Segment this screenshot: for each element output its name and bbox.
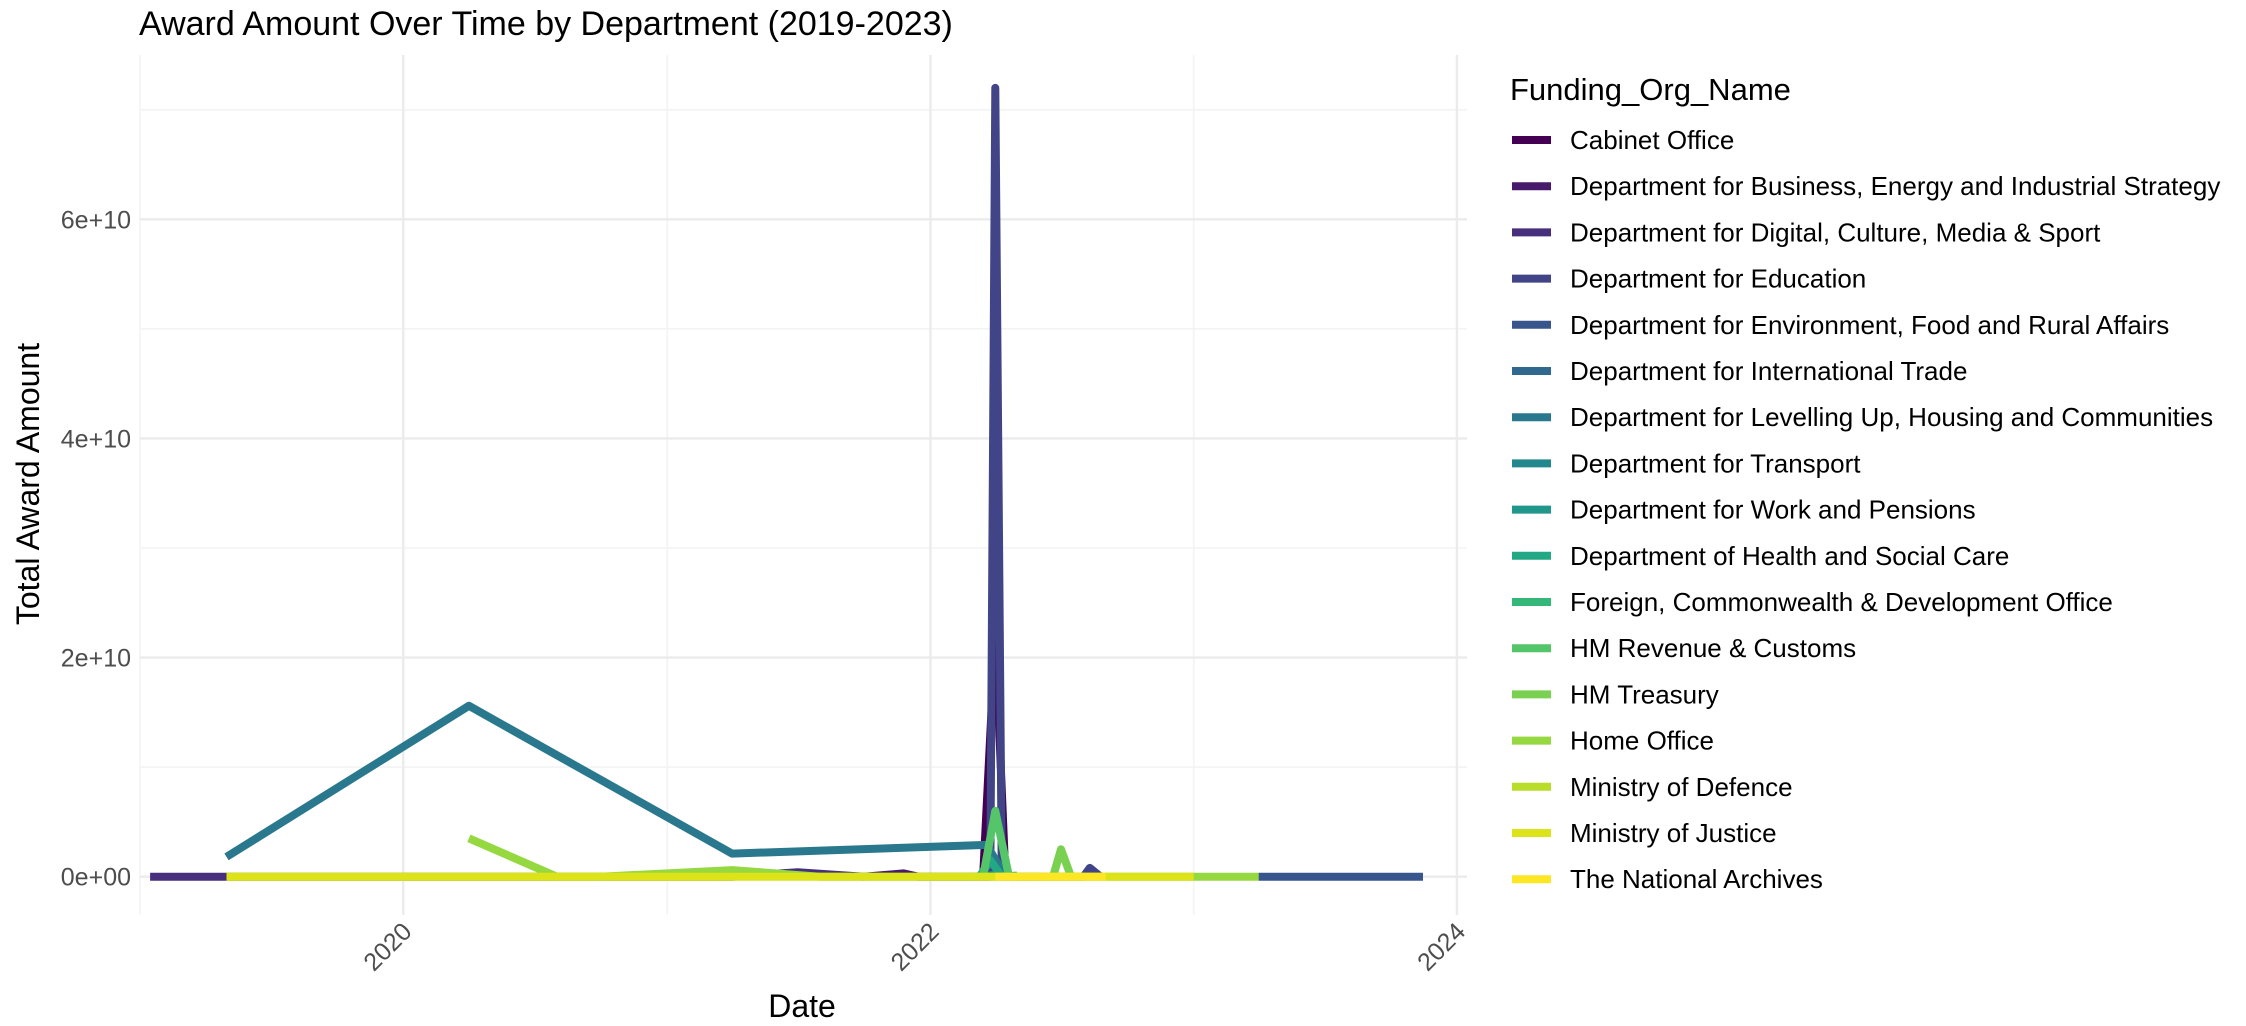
y-tick-label: 6e+10 — [61, 206, 131, 234]
legend-item: Department for Transport — [1512, 448, 1861, 478]
legend-item: Department for Digital, Culture, Media &… — [1512, 217, 2101, 247]
legend-label: Department for Levelling Up, Housing and… — [1570, 402, 2213, 432]
legend-label: Department for International Trade — [1570, 356, 1967, 386]
legend-label: Ministry of Justice — [1570, 818, 1777, 848]
series-lines — [150, 83, 1423, 881]
legend-item: Foreign, Commonwealth & Development Offi… — [1512, 587, 2113, 617]
legend-label: Department for Environment, Food and Rur… — [1570, 310, 2169, 340]
y-axis: 0e+00 2e+10 4e+10 6e+10 — [61, 206, 131, 891]
legend-label: HM Revenue & Customs — [1570, 633, 1856, 663]
legend-label: Department of Health and Social Care — [1570, 541, 2009, 571]
legend-item: Department for Work and Pensions — [1512, 495, 1976, 525]
y-tick-label: 0e+00 — [61, 864, 131, 892]
series-line — [224, 701, 1009, 879]
series-line — [467, 834, 1259, 881]
legend-item: Ministry of Defence — [1512, 772, 1793, 802]
legend-items: Cabinet Office Department for Business, E… — [1512, 125, 2220, 894]
x-tick-label: 2024 — [1412, 917, 1471, 976]
legend-item: Department of Health and Social Care — [1512, 541, 2009, 571]
x-axis: 2020 2022 2024 — [358, 917, 1471, 976]
legend-label: Department for Transport — [1570, 448, 1861, 478]
y-tick-label: 2e+10 — [61, 645, 131, 673]
legend-item: Department for Business, Energy and Indu… — [1512, 171, 2220, 201]
series-line — [1049, 845, 1075, 879]
legend-item: HM Revenue & Customs — [1512, 633, 1856, 663]
legend-label: Department for Digital, Culture, Media &… — [1570, 217, 2101, 247]
series-line — [973, 83, 1104, 881]
legend-item: Department for Environment, Food and Rur… — [1512, 310, 2169, 340]
legend-item: Department for International Trade — [1512, 356, 1967, 386]
x-axis-title: Date — [768, 988, 836, 1024]
y-axis-title: Total Award Amount — [10, 343, 46, 625]
legend-label: Home Office — [1570, 726, 1714, 756]
legend-label: Foreign, Commonwealth & Development Offi… — [1570, 587, 2113, 617]
legend-item: The National Archives — [1512, 864, 1823, 894]
legend-item: Home Office — [1512, 726, 1714, 756]
legend-item: Department for Education — [1512, 264, 1866, 294]
legend-item: Department for Levelling Up, Housing and… — [1512, 402, 2213, 432]
legend: Funding_Org_Name Cabinet Office Departmen… — [1510, 72, 2220, 894]
legend-item: HM Treasury — [1512, 679, 1719, 709]
legend-item: Cabinet Office — [1512, 125, 1734, 155]
legend-title: Funding_Org_Name — [1510, 72, 1791, 107]
legend-label: Cabinet Office — [1570, 125, 1734, 155]
chart-title: Award Amount Over Time by Department (20… — [139, 5, 953, 43]
legend-label: Department for Education — [1570, 264, 1866, 294]
legend-label: The National Archives — [1570, 864, 1823, 894]
x-tick-label: 2020 — [358, 917, 417, 976]
legend-label: Department for Work and Pensions — [1570, 495, 1976, 525]
legend-label: Ministry of Defence — [1570, 772, 1793, 802]
x-tick-label: 2022 — [886, 917, 945, 976]
legend-label: Department for Business, Energy and Indu… — [1570, 171, 2220, 201]
series-line — [979, 806, 1013, 878]
legend-label: HM Treasury — [1570, 679, 1719, 709]
legend-item: Ministry of Justice — [1512, 818, 1777, 848]
y-tick-label: 4e+10 — [61, 425, 131, 453]
